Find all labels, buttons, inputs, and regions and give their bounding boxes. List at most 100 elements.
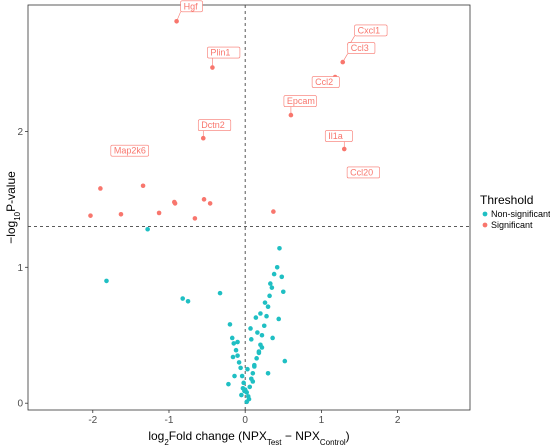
legend-swatch [482, 222, 488, 228]
point-label-box [346, 166, 380, 179]
point-label-connector [176, 11, 181, 22]
point-label: Ccl2 [311, 76, 340, 88]
point-label-box [311, 76, 340, 88]
non-significant-point [267, 293, 272, 299]
point-label-text: Plin1 [210, 48, 230, 58]
significant-point [172, 201, 178, 206]
non-significant-point [280, 289, 286, 295]
significant-point [192, 216, 198, 221]
point-label-box [347, 42, 376, 54]
point-label: Ccl3 [342, 42, 376, 63]
point-label-box [110, 144, 149, 157]
point-label-text: Ccl2 [315, 77, 333, 87]
non-significant-point [250, 379, 256, 384]
non-significant-point [217, 290, 223, 296]
legend-title: Threshold [480, 193, 533, 207]
point-label-box [283, 95, 317, 107]
point-label-text: Ccl20 [350, 167, 373, 177]
non-significant-point [180, 296, 185, 301]
non-significant-point [185, 298, 191, 304]
x-tick-label: 2 [395, 415, 401, 426]
point-label-text: Hgf [184, 1, 199, 11]
non-significant-point [236, 360, 242, 365]
significant-point [118, 211, 124, 217]
legend-swatch [482, 211, 488, 217]
legend-entry-label: Significant [491, 220, 533, 230]
non-significant-point [230, 354, 236, 360]
point-label: Map2k6 [110, 144, 149, 157]
non-significant-point [145, 226, 150, 232]
point-label: Il1a [324, 130, 353, 150]
non-significant-point [229, 335, 235, 341]
non-significant-point [255, 330, 260, 335]
non-significant-point [252, 364, 257, 369]
non-significant-point [277, 245, 282, 251]
x-tick-label: -1 [165, 415, 174, 426]
x-tick-label: 1 [319, 415, 325, 426]
significant-point [156, 210, 162, 216]
y-tick-label: 0 [17, 399, 23, 410]
non-significant-point [268, 281, 273, 286]
non-significant-point [253, 315, 259, 320]
significant-point [207, 201, 213, 206]
non-significant-point [254, 356, 259, 361]
point-label-text: Cxcl1 [358, 25, 381, 35]
non-significant-point [245, 366, 250, 372]
non-significant-point [276, 316, 282, 322]
point-label: Cxcl1 [349, 24, 388, 45]
non-significant-point [256, 350, 262, 356]
significant-point [174, 19, 179, 24]
y-tick-label: 1 [17, 263, 23, 274]
non-significant-point [241, 380, 246, 386]
non-significant-point [264, 313, 269, 319]
point-label-text: Map2k6 [114, 146, 146, 156]
non-significant-point [242, 388, 247, 394]
point-label-connector [342, 53, 348, 63]
non-significant-point [232, 373, 237, 379]
non-significant-point [250, 371, 256, 376]
non-significant-point [258, 311, 263, 316]
y-axis-title: −log10P-value [4, 171, 22, 244]
non-significant-point [274, 264, 280, 270]
point-label: Hgf [176, 0, 203, 22]
x-axis-title: log2Fold change (NPXTest − NPXControl) [148, 429, 349, 447]
x-tick-label: 0 [242, 415, 248, 426]
point-label: Ccl20 [346, 166, 380, 179]
non-significant-point [262, 300, 268, 305]
non-significant-point [239, 373, 245, 379]
significant-point [98, 186, 103, 191]
significant-point [88, 213, 93, 218]
legend-entry-label: Non-significant [491, 209, 550, 219]
point-label-box [354, 24, 388, 37]
non-significant-point [248, 326, 253, 331]
x-tick-label: -2 [88, 415, 97, 426]
non-significant-point [259, 345, 265, 350]
non-significant-point [239, 392, 244, 398]
non-significant-point [265, 371, 271, 376]
point-label-box [180, 0, 203, 13]
non-significant-point [247, 384, 253, 390]
non-significant-point [244, 399, 250, 405]
point-label-text: Dctn2 [201, 120, 225, 130]
point-label-text: Ccl3 [351, 43, 369, 53]
point-label: Plin1 [207, 46, 241, 68]
point-label-box [324, 130, 353, 142]
non-significant-point [282, 358, 288, 364]
non-significant-point [248, 337, 254, 342]
non-significant-point [233, 347, 239, 353]
point-label-text: Epcam [287, 96, 315, 106]
non-significant-point [259, 332, 265, 338]
significant-point [201, 197, 207, 202]
y-tick-label: 2 [17, 127, 23, 138]
non-significant-point [261, 323, 267, 329]
point-label: Dctn2 [197, 119, 232, 139]
point-label-box [207, 46, 241, 59]
non-significant-point [265, 304, 271, 310]
non-significant-point [235, 353, 240, 358]
non-significant-point [226, 381, 231, 387]
significant-point [271, 209, 276, 214]
non-significant-point [269, 285, 275, 290]
point-label-text: Il1a [328, 131, 343, 141]
non-significant-point [270, 335, 275, 341]
